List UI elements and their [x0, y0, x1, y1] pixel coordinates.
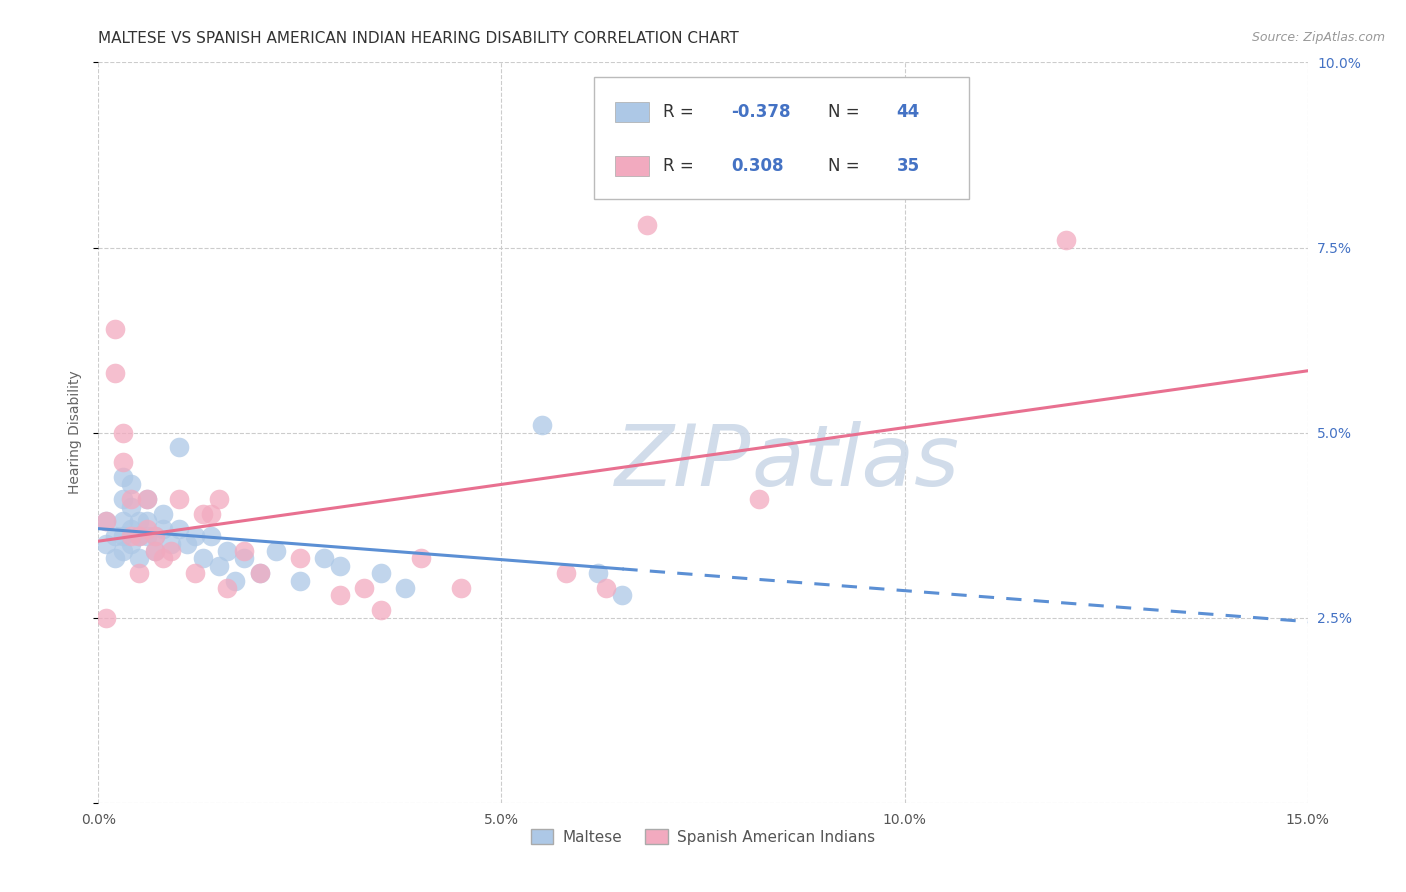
Point [200, 507, 222, 521]
Point [128, 551, 150, 566]
Point [160, 536, 183, 550]
Point [748, 492, 770, 507]
Point [96, 610, 118, 624]
Point [111, 455, 134, 469]
Y-axis label: Hearing Disability: Hearing Disability [69, 371, 83, 494]
Point [450, 581, 472, 595]
Text: ZIP: ZIP [614, 421, 751, 504]
Point [135, 492, 157, 507]
Point [120, 536, 142, 550]
Point [120, 522, 142, 536]
Point [329, 589, 352, 603]
Legend: Maltese, Spanish American Indians: Maltese, Spanish American Indians [524, 822, 882, 851]
FancyBboxPatch shape [614, 102, 648, 122]
Point [152, 551, 174, 566]
Point [111, 492, 134, 507]
Point [135, 492, 157, 507]
Point [232, 551, 254, 566]
Point [120, 529, 142, 543]
Point [208, 558, 231, 573]
Point [111, 544, 134, 558]
Point [1054, 233, 1077, 247]
Point [111, 470, 134, 484]
Point [96, 515, 118, 529]
Text: MALTESE VS SPANISH AMERICAN INDIAN HEARING DISABILITY CORRELATION CHART: MALTESE VS SPANISH AMERICAN INDIAN HEARI… [98, 31, 740, 46]
Point [120, 500, 142, 514]
Point [329, 558, 352, 573]
Point [176, 536, 198, 550]
Point [184, 529, 207, 543]
Point [370, 566, 392, 581]
Point [167, 522, 190, 536]
Point [264, 544, 287, 558]
Point [128, 515, 150, 529]
Point [135, 515, 157, 529]
Point [120, 492, 142, 507]
Point [167, 492, 190, 507]
Point [217, 544, 239, 558]
Point [409, 551, 432, 566]
Point [160, 544, 183, 558]
Point [111, 515, 134, 529]
Text: atlas: atlas [751, 421, 959, 504]
Point [314, 551, 336, 566]
Text: 44: 44 [897, 103, 920, 121]
Point [184, 566, 207, 581]
Point [555, 566, 578, 581]
Point [143, 544, 166, 558]
Point [595, 581, 617, 595]
Point [193, 507, 215, 521]
Point [612, 589, 634, 603]
Point [152, 507, 174, 521]
Point [143, 529, 166, 543]
Point [200, 529, 222, 543]
Point [224, 574, 246, 588]
Text: Source: ZipAtlas.com: Source: ZipAtlas.com [1251, 31, 1385, 45]
Point [249, 566, 271, 581]
Point [288, 574, 311, 588]
Text: 0.308: 0.308 [731, 157, 783, 175]
Point [103, 322, 125, 336]
Text: -0.378: -0.378 [731, 103, 790, 121]
Point [143, 544, 166, 558]
FancyBboxPatch shape [595, 78, 969, 200]
Point [128, 566, 150, 581]
Point [586, 566, 609, 581]
FancyBboxPatch shape [614, 156, 648, 177]
Point [353, 581, 375, 595]
Point [530, 418, 553, 433]
Point [288, 551, 311, 566]
Point [111, 425, 134, 440]
Point [128, 529, 150, 543]
Point [135, 522, 157, 536]
Point [208, 492, 231, 507]
Point [167, 441, 190, 455]
Point [249, 566, 271, 581]
Point [96, 515, 118, 529]
Text: R =: R = [664, 103, 699, 121]
Text: N =: N = [828, 103, 865, 121]
Point [636, 219, 658, 233]
Point [135, 529, 157, 543]
Text: 35: 35 [897, 157, 920, 175]
Point [217, 581, 239, 595]
Point [193, 551, 215, 566]
Text: N =: N = [828, 157, 865, 175]
Point [152, 522, 174, 536]
Point [232, 544, 254, 558]
Point [103, 551, 125, 566]
Point [103, 529, 125, 543]
Point [143, 529, 166, 543]
Point [128, 529, 150, 543]
Point [370, 603, 392, 617]
Text: R =: R = [664, 157, 699, 175]
Point [96, 536, 118, 550]
Point [111, 529, 134, 543]
Point [103, 367, 125, 381]
Point [394, 581, 416, 595]
Point [120, 477, 142, 491]
